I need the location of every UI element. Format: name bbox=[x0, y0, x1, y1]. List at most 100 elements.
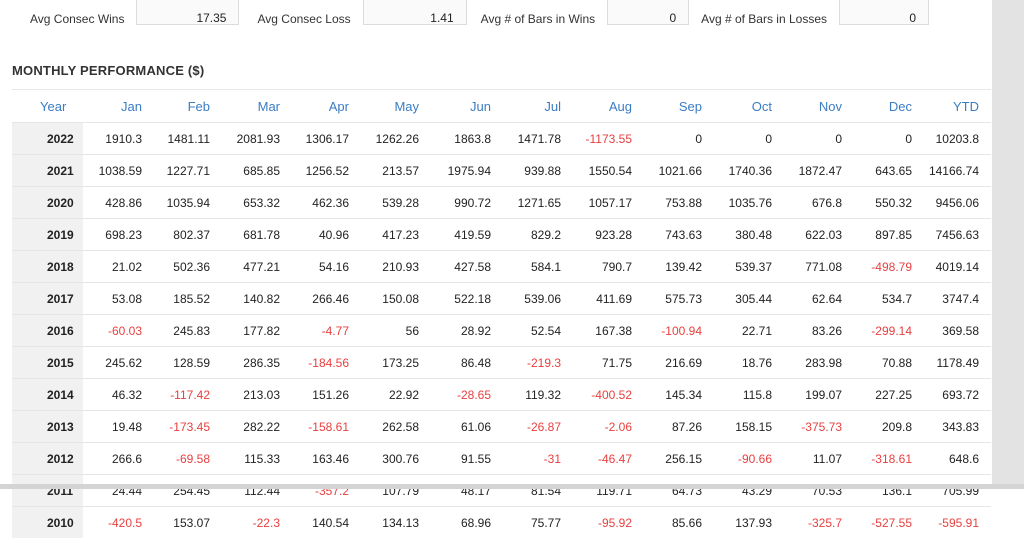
stat-label: Avg # of Bars in Losses bbox=[689, 0, 827, 26]
month-value-cell: 539.28 bbox=[361, 187, 431, 219]
month-value-cell: 140.54 bbox=[292, 507, 361, 538]
month-value-cell: 167.38 bbox=[573, 315, 644, 347]
month-value-cell: 40.96 bbox=[292, 219, 361, 251]
month-value-cell: 140.82 bbox=[222, 283, 292, 315]
month-value-cell: 743.63 bbox=[644, 219, 714, 251]
month-value-cell: 177.82 bbox=[222, 315, 292, 347]
month-value-cell: 1256.52 bbox=[292, 155, 361, 187]
month-value-cell: 428.86 bbox=[83, 187, 154, 219]
month-value-cell: 91.55 bbox=[431, 443, 503, 475]
month-value-cell: 46.32 bbox=[83, 379, 154, 411]
column-header-sep: Sep bbox=[644, 90, 714, 123]
month-value-cell: -2.06 bbox=[573, 411, 644, 443]
stat-value-box: 1.41 bbox=[363, 0, 467, 25]
month-value-cell: 283.98 bbox=[784, 347, 854, 379]
month-value-cell: 653.32 bbox=[222, 187, 292, 219]
stat-label: Avg Consec Wins bbox=[0, 0, 124, 26]
scrollbar-rail[interactable] bbox=[992, 0, 1024, 489]
month-value-cell: -28.65 bbox=[431, 379, 503, 411]
column-header-oct: Oct bbox=[714, 90, 784, 123]
month-value-cell: 1057.17 bbox=[573, 187, 644, 219]
month-value-cell: 70.88 bbox=[854, 347, 924, 379]
month-value-cell: 282.22 bbox=[222, 411, 292, 443]
month-value-cell: 216.69 bbox=[644, 347, 714, 379]
month-value-cell: 419.59 bbox=[431, 219, 503, 251]
month-value-cell: 990.72 bbox=[431, 187, 503, 219]
bottom-scrollbar-track bbox=[0, 484, 1024, 489]
year-cell: 2011 bbox=[12, 475, 83, 507]
month-value-cell: 14166.74 bbox=[924, 155, 991, 187]
month-value-cell: 1271.65 bbox=[503, 187, 573, 219]
month-value-cell: 939.88 bbox=[503, 155, 573, 187]
stat-label: Avg Consec Loss bbox=[239, 0, 350, 26]
month-value-cell: -325.7 bbox=[784, 507, 854, 538]
month-value-cell: 1910.3 bbox=[83, 123, 154, 155]
month-value-cell: 550.32 bbox=[854, 187, 924, 219]
month-value-cell: 210.93 bbox=[361, 251, 431, 283]
month-value-cell: 151.26 bbox=[292, 379, 361, 411]
month-value-cell: 1262.26 bbox=[361, 123, 431, 155]
year-cell: 2022 bbox=[12, 123, 83, 155]
month-value-cell: 48.17 bbox=[431, 475, 503, 507]
month-value-cell: 64.73 bbox=[644, 475, 714, 507]
month-value-cell: 1038.59 bbox=[83, 155, 154, 187]
month-value-cell: 115.8 bbox=[714, 379, 784, 411]
month-value-cell: 18.76 bbox=[714, 347, 784, 379]
column-header-feb: Feb bbox=[154, 90, 222, 123]
month-value-cell: 54.16 bbox=[292, 251, 361, 283]
year-cell: 2012 bbox=[12, 443, 83, 475]
month-value-cell: 24.44 bbox=[83, 475, 154, 507]
month-value-cell: -117.42 bbox=[154, 379, 222, 411]
month-value-cell: 369.58 bbox=[924, 315, 991, 347]
year-cell: 2014 bbox=[12, 379, 83, 411]
month-value-cell: 0 bbox=[784, 123, 854, 155]
stat-value-box: 0 bbox=[607, 0, 689, 25]
stat-avg-consec-loss: Avg Consec Loss 1.41 bbox=[239, 0, 466, 26]
month-value-cell: -184.56 bbox=[292, 347, 361, 379]
column-header-year: Year bbox=[12, 90, 83, 123]
month-value-cell: 790.7 bbox=[573, 251, 644, 283]
month-value-cell: -420.5 bbox=[83, 507, 154, 538]
month-value-cell: -26.87 bbox=[503, 411, 573, 443]
month-value-cell: -60.03 bbox=[83, 315, 154, 347]
month-value-cell: -1173.55 bbox=[573, 123, 644, 155]
month-value-cell: 119.32 bbox=[503, 379, 573, 411]
month-value-cell: 158.15 bbox=[714, 411, 784, 443]
month-value-cell: 266.6 bbox=[83, 443, 154, 475]
month-value-cell: 380.48 bbox=[714, 219, 784, 251]
month-value-cell: 539.06 bbox=[503, 283, 573, 315]
month-value-cell: 698.23 bbox=[83, 219, 154, 251]
month-value-cell: 75.77 bbox=[503, 507, 573, 538]
month-value-cell: 68.96 bbox=[431, 507, 503, 538]
month-value-cell: -90.66 bbox=[714, 443, 784, 475]
month-value-cell: 417.23 bbox=[361, 219, 431, 251]
column-header-dec: Dec bbox=[854, 90, 924, 123]
month-value-cell: 139.42 bbox=[644, 251, 714, 283]
month-value-cell: 85.66 bbox=[644, 507, 714, 538]
month-value-cell: 0 bbox=[714, 123, 784, 155]
month-value-cell: 262.58 bbox=[361, 411, 431, 443]
column-header-nov: Nov bbox=[784, 90, 854, 123]
month-value-cell: 1306.17 bbox=[292, 123, 361, 155]
month-value-cell: 2081.93 bbox=[222, 123, 292, 155]
month-value-cell: 81.54 bbox=[503, 475, 573, 507]
column-header-jul: Jul bbox=[503, 90, 573, 123]
month-value-cell: -4.77 bbox=[292, 315, 361, 347]
month-value-cell: 1021.66 bbox=[644, 155, 714, 187]
month-value-cell: 477.21 bbox=[222, 251, 292, 283]
month-value-cell: -299.14 bbox=[854, 315, 924, 347]
month-value-cell: 539.37 bbox=[714, 251, 784, 283]
month-value-cell: 1550.54 bbox=[573, 155, 644, 187]
month-value-cell: -69.58 bbox=[154, 443, 222, 475]
month-value-cell: 771.08 bbox=[784, 251, 854, 283]
